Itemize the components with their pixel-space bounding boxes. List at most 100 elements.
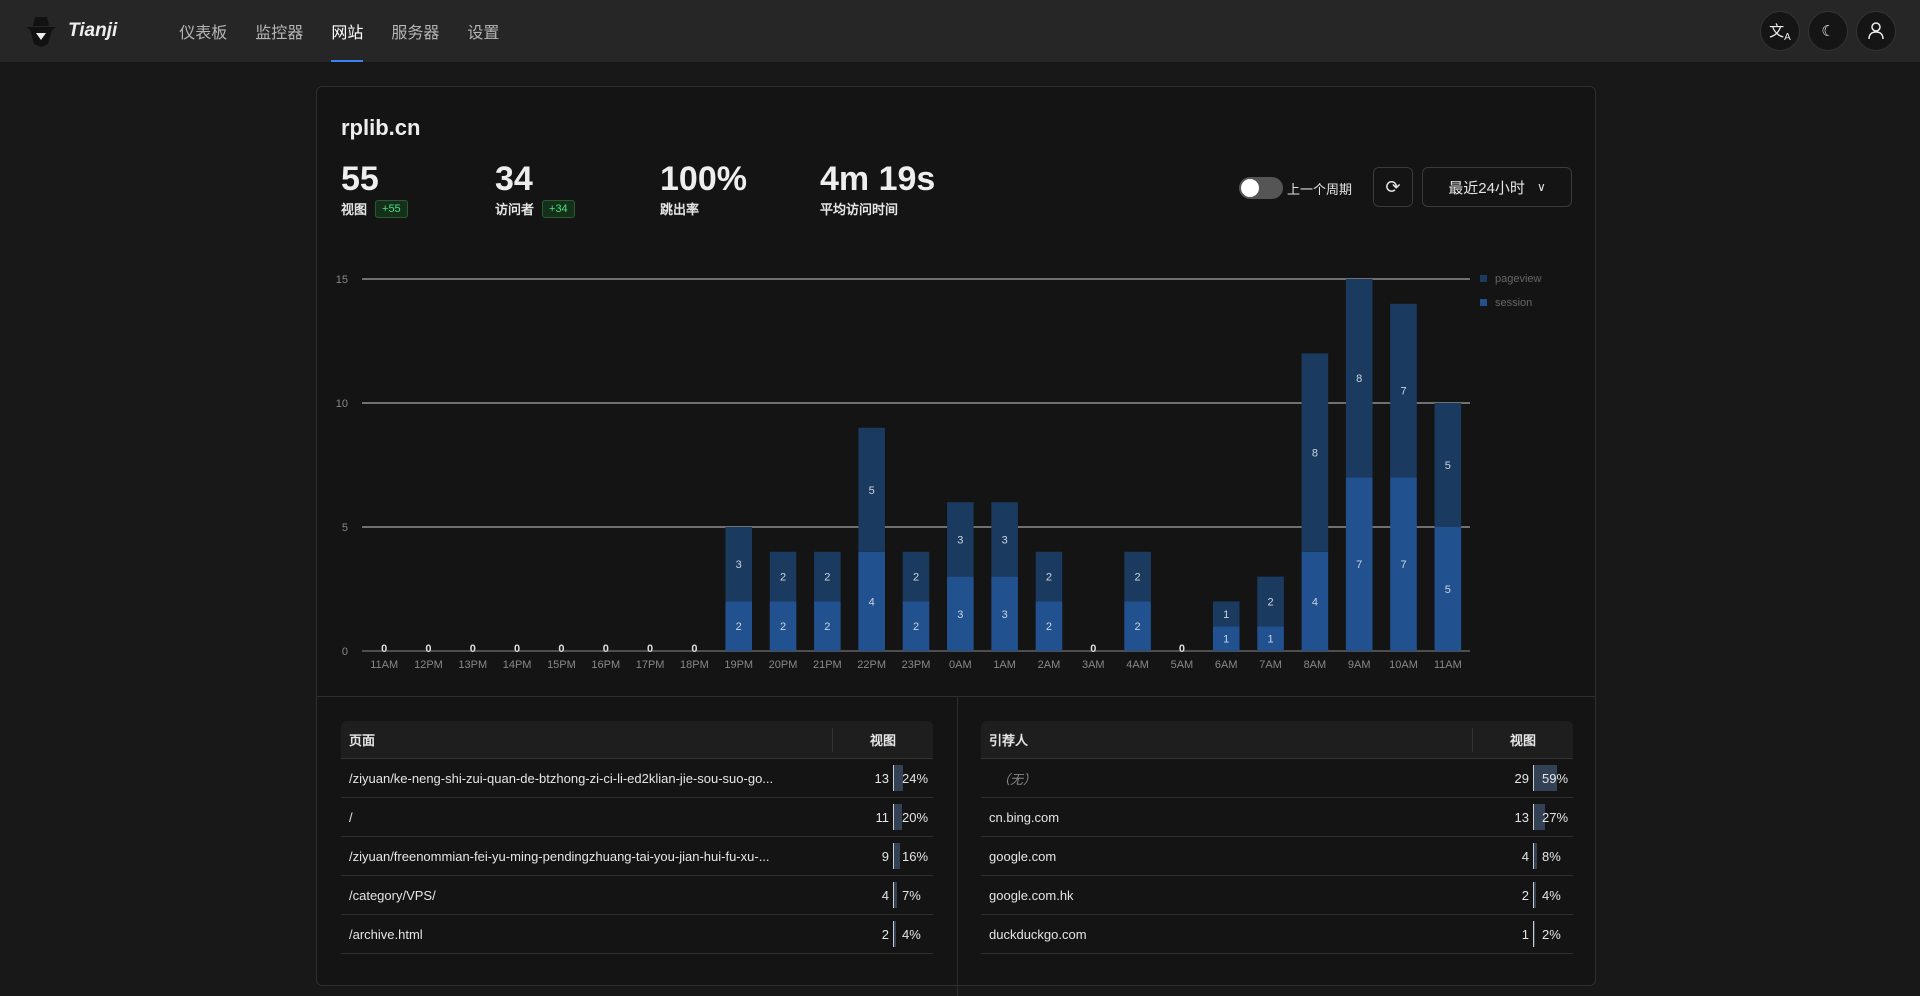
bar-session <box>947 576 974 651</box>
bar-pageview <box>858 427 885 552</box>
nav-websites[interactable]: 网站 <box>317 0 377 62</box>
row-count: 4 <box>1521 848 1529 864</box>
x-tick-label: 10AM <box>1389 659 1418 671</box>
website-overview-card: rplib.cn 55 视图 +55 34 访问者 +34 100% 跳出率 4m … <box>316 86 1596 996</box>
percent-text: 4% <box>1542 887 1561 903</box>
bar-session <box>1390 477 1417 651</box>
bar-session <box>1345 477 1373 651</box>
x-tick-label: 21PM <box>813 659 842 671</box>
data-label: 0 <box>691 643 697 655</box>
data-label: 8 <box>1356 373 1362 385</box>
data-label: 1 <box>1223 634 1229 646</box>
percent-bar <box>894 765 904 791</box>
language-button[interactable]: 文A <box>1760 11 1800 51</box>
row-label[interactable]: google.com.hk <box>989 887 1074 903</box>
row-percent: 59% <box>1533 765 1573 791</box>
column-header-referrer[interactable]: 引荐人 <box>981 727 1473 752</box>
x-tick-label: 17PM <box>636 659 665 671</box>
row-label[interactable]: duckduckgo.com <box>989 926 1087 942</box>
bar-session <box>814 601 841 651</box>
data-label: 0 <box>425 643 431 655</box>
nav-servers[interactable]: 服务器 <box>391 25 440 42</box>
table-row[interactable]: google.com 4 8% <box>981 837 1573 876</box>
translate-icon: 文A <box>1769 22 1791 43</box>
divider <box>957 696 958 996</box>
refresh-button[interactable]: ⟳ <box>1373 167 1413 207</box>
row-label[interactable]: /archive.html <box>349 926 423 942</box>
data-label: 2 <box>1267 596 1273 608</box>
main-nav: 仪表板 监控器 网站 服务器 设置 <box>165 0 513 62</box>
percent-text: 59% <box>1542 770 1569 786</box>
row-label[interactable]: google.com <box>989 848 1057 864</box>
stat-label: 访问者 <box>495 202 535 217</box>
percent-text: 7% <box>902 887 921 903</box>
row-label[interactable]: /category/VPS/ <box>349 887 436 903</box>
data-label: 2 <box>1046 621 1052 633</box>
percent-bar <box>1534 804 1545 830</box>
row-percent: 27% <box>1533 804 1573 830</box>
column-header-views[interactable]: 视图 <box>1509 733 1536 748</box>
data-label: 3 <box>1002 534 1008 546</box>
nav-dashboard[interactable]: 仪表板 <box>179 25 228 42</box>
legend-label: pageview <box>1495 273 1542 285</box>
table-row[interactable]: / 11 20% <box>341 798 933 837</box>
stat-label: 跳出率 <box>660 202 700 217</box>
chevron-down-icon: ∨ <box>1536 180 1546 194</box>
x-tick-label: 19PM <box>724 659 753 671</box>
logo[interactable]: Tianji <box>24 15 117 47</box>
row-percent: 2% <box>1533 921 1573 947</box>
row-count: 2 <box>881 926 889 942</box>
stat-visitors: 34 访问者 +34 <box>495 159 575 218</box>
bar-pageview <box>1390 303 1417 478</box>
date-range-select[interactable]: 最近24小时 ∨ <box>1422 167 1572 207</box>
table-row[interactable]: google.com.hk 2 4% <box>981 876 1573 915</box>
table-row[interactable]: /ziyuan/freenommian-fei-yu-ming-pendingz… <box>341 837 933 876</box>
column-header-views[interactable]: 视图 <box>869 733 896 748</box>
bar-session <box>769 601 797 651</box>
referrers-table: 引荐人 视图 （无） 29 59% cn.bing.com 13 27% google.com… <box>981 721 1573 954</box>
row-label[interactable]: /ziyuan/freenommian-fei-yu-ming-pendingz… <box>349 848 770 864</box>
table-row[interactable]: /category/VPS/4 7% <box>341 876 933 915</box>
table-row[interactable]: （无） 29 59% <box>981 759 1573 798</box>
row-label[interactable]: /ziyuan/ke-neng-shi-zui-quan-de-btzhong-… <box>349 770 774 786</box>
table-row[interactable]: duckduckgo.com 1 2% <box>981 915 1573 954</box>
percent-bar <box>1534 882 1536 908</box>
theme-toggle-button[interactable]: ☾ <box>1808 11 1848 51</box>
stat-bounce-rate: 100% 跳出率 <box>660 159 747 218</box>
x-tick-label: 12PM <box>414 659 443 671</box>
bar-pageview <box>725 527 753 602</box>
column-header-page[interactable]: 页面 <box>341 727 833 752</box>
bar-pageview <box>1301 353 1329 552</box>
percent-text: 27% <box>1542 809 1569 825</box>
data-label: 5 <box>1445 460 1451 472</box>
x-tick-label: 23PM <box>902 659 931 671</box>
row-percent: 24% <box>893 765 933 791</box>
bar-session <box>1212 626 1240 651</box>
user-menu-button[interactable] <box>1856 11 1896 51</box>
data-label: 3 <box>736 559 742 571</box>
table-row[interactable]: /archive.html 2 4% <box>341 915 933 954</box>
table-row[interactable]: /ziyuan/ke-neng-shi-zui-quan-de-btzhong-… <box>341 759 933 798</box>
nav-settings[interactable]: 设置 <box>467 25 500 42</box>
row-label[interactable]: cn.bing.com <box>989 809 1060 825</box>
table-row[interactable]: cn.bing.com 13 27% <box>981 798 1573 837</box>
x-tick-label: 11AM <box>370 659 398 671</box>
row-percent: 20% <box>893 804 933 830</box>
data-label: 4 <box>1312 596 1318 608</box>
percent-bar <box>894 921 896 947</box>
row-label[interactable]: （无） <box>997 771 1037 787</box>
bar-pageview <box>814 551 841 602</box>
row-label[interactable]: / <box>349 809 353 825</box>
x-tick-label: 11AM <box>1434 659 1462 671</box>
user-icon <box>1868 22 1884 40</box>
percent-text: 20% <box>902 809 929 825</box>
nav-monitors[interactable]: 监控器 <box>255 25 304 42</box>
x-tick-label: 18PM <box>680 659 709 671</box>
compare-toggle[interactable] <box>1239 177 1283 199</box>
pageview-session-chart: 05101511AM012PM013PM014PM015PM016PM017PM… <box>336 273 1542 671</box>
row-percent: 16% <box>893 843 933 869</box>
x-tick-label: 3AM <box>1082 659 1105 671</box>
data-label: 2 <box>824 572 830 584</box>
x-tick-label: 9AM <box>1348 659 1371 671</box>
row-count: 2 <box>1521 887 1529 903</box>
